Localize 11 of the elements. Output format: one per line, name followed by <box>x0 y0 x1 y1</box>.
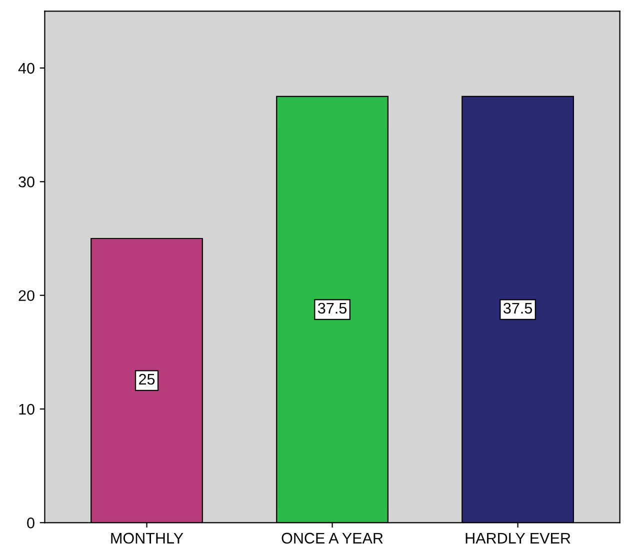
x-tick-label: ONCE A YEAR <box>282 532 383 544</box>
y-tick-label: 40 <box>18 62 34 74</box>
data-label: 37.5 <box>504 302 532 314</box>
y-tick-label: 0 <box>27 518 34 528</box>
data-label: 25 <box>139 374 155 385</box>
y-tick-label: 20 <box>18 290 34 302</box>
y-tick-label: 10 <box>19 404 34 415</box>
data-label: 37.5 <box>318 302 347 314</box>
y-tick-label: 30 <box>18 176 34 188</box>
x-tick-label: MONTHLY <box>111 532 184 544</box>
x-tick-label: HARDLY EVER <box>466 532 570 544</box>
